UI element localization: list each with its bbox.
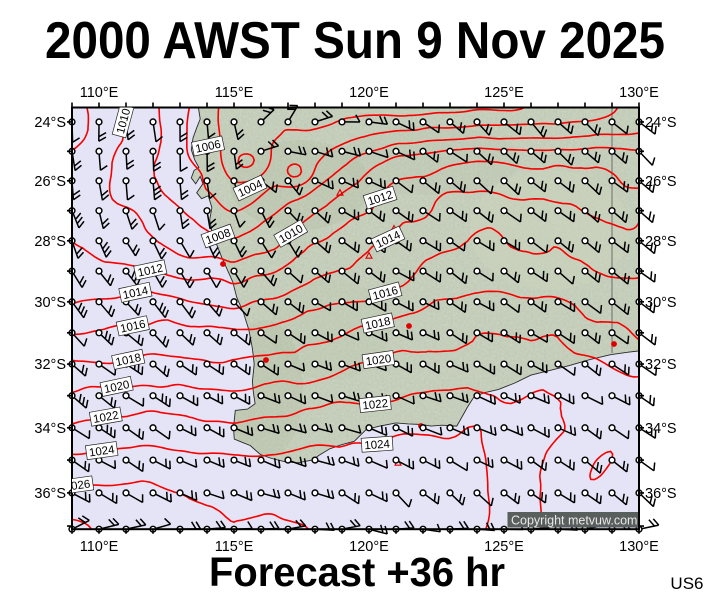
svg-text:26°S: 26°S [34, 174, 66, 190]
svg-text:1022: 1022 [362, 398, 389, 413]
svg-text:2000 AWST Sun 9 Nov 2025: 2000 AWST Sun 9 Nov 2025 [45, 12, 665, 70]
svg-text:26°S: 26°S [645, 174, 677, 190]
svg-text:US6: US6 [670, 574, 703, 593]
svg-text:Copyright metvuw.com: Copyright metvuw.com [511, 514, 637, 528]
svg-text:34°S: 34°S [645, 421, 677, 437]
svg-text:115°E: 115°E [215, 539, 254, 555]
svg-text:24°S: 24°S [645, 115, 677, 131]
svg-text:28°S: 28°S [34, 234, 66, 250]
svg-text:1018: 1018 [364, 316, 392, 333]
svg-text:130°E: 130°E [619, 539, 659, 555]
svg-text:1026: 1026 [64, 478, 91, 493]
svg-text:110°E: 110°E [80, 85, 119, 101]
svg-text:1018: 1018 [115, 352, 143, 369]
svg-text:1012: 1012 [137, 263, 165, 280]
svg-text:34°S: 34°S [34, 421, 66, 437]
svg-text:30°S: 30°S [645, 295, 677, 311]
svg-text:1006: 1006 [194, 139, 222, 156]
svg-text:125°E: 125°E [484, 85, 524, 101]
svg-text:1022: 1022 [92, 410, 119, 426]
svg-text:110°E: 110°E [80, 539, 119, 555]
svg-text:1020: 1020 [103, 379, 131, 396]
svg-text:36°S: 36°S [645, 486, 677, 502]
svg-text:125°E: 125°E [484, 539, 524, 555]
svg-text:30°S: 30°S [34, 295, 66, 311]
svg-text:24°S: 24°S [34, 115, 66, 131]
svg-text:36°S: 36°S [34, 486, 66, 502]
svg-text:115°E: 115°E [215, 85, 254, 101]
svg-text:120°E: 120°E [349, 539, 389, 555]
svg-text:1014: 1014 [122, 285, 150, 302]
svg-text:32°S: 32°S [34, 357, 66, 373]
svg-text:120°E: 120°E [349, 85, 389, 101]
svg-text:32°S: 32°S [645, 357, 677, 373]
svg-text:1024: 1024 [88, 444, 116, 460]
svg-text:Forecast +36 hr: Forecast +36 hr [209, 549, 505, 595]
svg-text:1016: 1016 [119, 318, 147, 335]
svg-text:1020: 1020 [365, 353, 392, 368]
svg-text:28°S: 28°S [645, 234, 677, 250]
svg-text:130°E: 130°E [619, 85, 659, 101]
svg-text:1024: 1024 [364, 438, 391, 452]
